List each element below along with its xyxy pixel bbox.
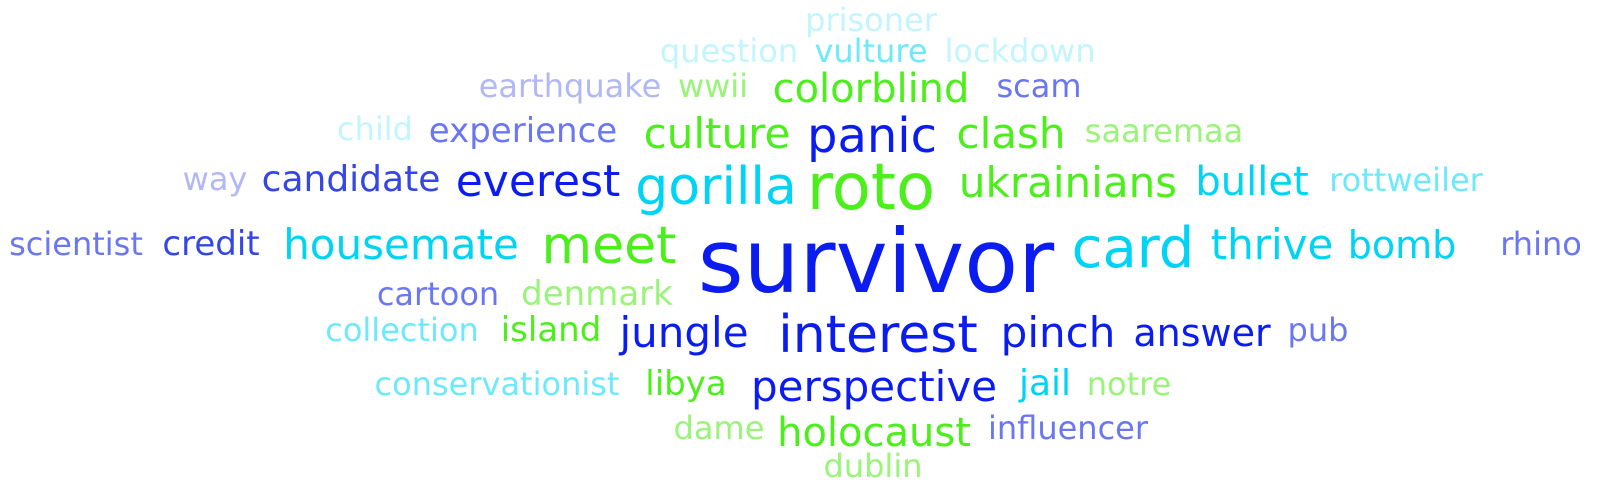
word-scam: scam — [996, 67, 1082, 105]
word-meet: meet — [541, 216, 677, 276]
word-question: question — [659, 32, 799, 70]
word-housemate: housemate — [283, 220, 519, 269]
word-holocaust: holocaust — [777, 410, 971, 456]
word-dame: dame — [673, 409, 765, 447]
word-notre: notre — [1086, 365, 1172, 403]
word-vulture: vulture — [814, 32, 928, 70]
word-roto: roto — [806, 151, 936, 225]
word-jail: jail — [1018, 363, 1072, 404]
word-collection: collection — [325, 311, 479, 349]
word-dublin: dublin — [823, 447, 923, 485]
word-culture: culture — [643, 109, 791, 158]
word-rhino: rhino — [1500, 225, 1582, 263]
word-libya: libya — [645, 364, 727, 404]
word-candidate: candidate — [261, 159, 441, 200]
word-prisoner: prisoner — [805, 1, 937, 39]
word-bullet: bullet — [1195, 159, 1309, 205]
word-influencer: influencer — [987, 409, 1149, 447]
word-rottweiler: rottweiler — [1329, 161, 1483, 199]
word-panic: panic — [806, 108, 938, 164]
word-cartoon: cartoon — [376, 275, 500, 313]
word-saaremaa: saaremaa — [1084, 112, 1244, 150]
word-bomb: bomb — [1347, 223, 1457, 267]
word-jungle: jungle — [619, 308, 749, 357]
word-experience: experience — [428, 111, 618, 151]
word-way: way — [182, 160, 248, 198]
word-wwii: wwii — [677, 67, 749, 105]
word-pinch: pinch — [1000, 308, 1116, 357]
word-clash: clash — [956, 109, 1066, 158]
word-thrive: thrive — [1210, 220, 1334, 269]
word-pub: pub — [1287, 311, 1349, 349]
word-earthquake: earthquake — [478, 67, 662, 105]
word-colorblind: colorblind — [772, 66, 970, 112]
word-credit: credit — [162, 224, 260, 264]
word-interest: interest — [778, 305, 978, 365]
word-child: child — [337, 110, 413, 148]
word-everest: everest — [455, 156, 621, 207]
word-gorilla: gorilla — [635, 157, 797, 217]
word-ukrainians: ukrainians — [958, 158, 1178, 207]
word-card: card — [1071, 216, 1195, 281]
word-island: island — [500, 310, 602, 350]
word-scientist: scientist — [9, 225, 143, 263]
word-answer: answer — [1133, 311, 1271, 355]
word-conservationist: conservationist — [374, 365, 620, 403]
word-survivor: survivor — [697, 210, 1055, 313]
word-perspective: perspective — [750, 362, 998, 411]
word-lockdown: lockdown — [944, 32, 1096, 70]
word-denmark: denmark — [521, 274, 673, 314]
